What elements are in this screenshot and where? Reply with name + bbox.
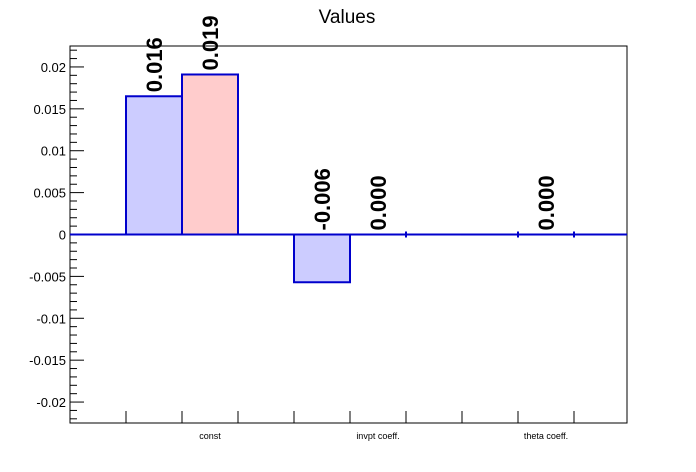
y-tick-label: 0.005 [33,186,66,201]
data-label: 0.019 [198,15,223,70]
y-tick-label: 0.02 [41,60,66,75]
x-tick-label: const [199,431,221,441]
bar [125,95,183,236]
bar [181,73,239,236]
y-tick-label: 0.015 [33,102,66,117]
bars [70,73,627,284]
chart-title: Values [319,7,376,28]
data-label: 0.016 [142,37,167,92]
data-label: 0.000 [366,175,391,230]
y-tick-label: -0.015 [29,353,66,368]
bar [293,233,351,284]
data-label: -0.006 [310,168,335,230]
x-tick-label: theta coeff. [524,431,568,441]
y-axis: 0.02 0.015 0.01 0.005 0 -0.005 -0.01 -0.015 -0.0… [29,49,84,420]
y-tick-label: -0.02 [36,395,66,410]
x-tick-label: invpt coeff. [356,431,399,441]
data-label: 0.000 [534,175,559,230]
data-labels: 0.016 -0.006 0.019 0.000 0.000 [142,15,559,230]
y-tick-label: 0 [59,228,66,243]
y-tick-label: 0.01 [41,144,66,159]
y-tick-label: -0.01 [36,311,66,326]
x-axis: const invpt coeff. theta coeff. [125,411,575,441]
y-tick-label: -0.005 [29,269,66,284]
